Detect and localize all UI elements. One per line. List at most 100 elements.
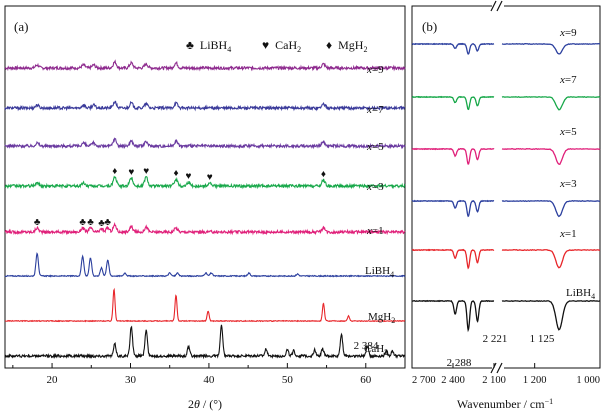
panel-b-label: (b): [422, 19, 437, 34]
series-label-subscript: 2: [384, 348, 388, 357]
x-title-part: 2: [188, 397, 194, 411]
x-tick-label: 30: [125, 374, 137, 386]
series-label-subscript: 2: [391, 316, 395, 325]
series-label-libh4: LiBH4: [566, 287, 595, 301]
series-label-x-3: x=3: [366, 181, 384, 193]
x-title-superscript: −1: [545, 397, 554, 406]
peak-marker: ♦: [321, 169, 326, 180]
series-label-x-1: x=1: [559, 228, 577, 240]
peak-marker: ♥: [143, 166, 149, 177]
peak-marker: ♣: [34, 217, 41, 228]
series-label-mgh2: MgH2: [368, 311, 395, 325]
peak-marker: ♣: [98, 218, 105, 229]
panel-a-peak-markers: ♣ ♣ ♣ ♣ ♣♦ ♦ ♦♥ ♥ ♥ ♥: [34, 166, 326, 229]
legend-symbol: ♥: [262, 38, 269, 52]
series-label-tail: =3: [565, 178, 577, 190]
series-label-tail: =9: [372, 64, 384, 76]
panel-b-curves: [411, 42, 601, 333]
panel-a-x-ticks: 20 30 40 50 60: [12, 363, 406, 386]
peak-marker: ♦: [112, 166, 117, 177]
series-label-main: x: [559, 178, 565, 190]
band-label-2384: 2 384: [354, 340, 379, 352]
series-label-tail: =5: [372, 141, 384, 153]
peak-marker: ♦: [173, 168, 178, 179]
x-tick-label: 2 700: [412, 375, 436, 386]
x-title-part: Wavenumber / cm: [457, 397, 545, 411]
series-label-main: x: [559, 126, 565, 138]
series-label-main: LiBH: [365, 265, 390, 277]
series-label-subscript: 4: [390, 270, 394, 279]
x-tick-label: 2 100: [482, 375, 506, 386]
ftir-curve-x-3-seg1: [411, 199, 495, 218]
x-title-part: / (°): [200, 397, 222, 411]
series-label-x-9: x=9: [366, 64, 384, 76]
legend-item-cah2: ♥ CaH2: [262, 38, 301, 54]
xrd-curve-mgh2: [4, 287, 406, 323]
x-tick-label: 50: [282, 374, 294, 386]
xrd-curve-x-9: [4, 59, 406, 72]
peak-marker: ♥: [207, 172, 213, 183]
x-title-part: θ: [194, 397, 200, 411]
series-label-x-1: x=1: [366, 225, 384, 237]
xrd-curve-x-5: [4, 137, 406, 150]
series-label-x-9: x=9: [559, 27, 577, 39]
xrd-curve-libh4: [4, 252, 406, 278]
series-label-x-5: x=5: [366, 141, 384, 153]
ftir-curve-x-1-seg1: [411, 248, 495, 270]
series-label-tail: =3: [372, 181, 384, 193]
legend-subscript: 4: [227, 45, 231, 54]
legend-symbol: ♦: [326, 38, 332, 52]
legend-item-mgh2: ♦ MgH2: [326, 38, 367, 54]
panel-b-x-axis-title: Wavenumber / cm−1: [457, 397, 553, 411]
series-label-main: LiBH: [566, 287, 591, 299]
x-tick-label: 1 000: [576, 375, 600, 386]
xrd-curve-cah2: [4, 324, 406, 360]
series-label-main: x: [366, 181, 372, 193]
legend-name: MgH: [338, 38, 364, 52]
series-label-subscript: 4: [591, 292, 595, 301]
series-label-tail: =9: [565, 27, 577, 39]
series-label-tail: =1: [372, 225, 384, 237]
peak-marker: ♣: [79, 217, 86, 228]
series-label-tail: =7: [565, 74, 577, 86]
series-label-main: x: [366, 225, 372, 237]
legend-name: LiBH: [200, 38, 228, 52]
band-label-2288: 2 288: [447, 357, 472, 369]
band-label-2221: 2 221: [483, 333, 508, 345]
xrd-curve-x-1: [4, 222, 406, 236]
legend-item-libh4: ♣ LiBH4: [186, 38, 231, 54]
ftir-curve-libh4-seg1: [411, 299, 495, 333]
legend-name: CaH: [275, 38, 297, 52]
ftir-curve-x-9-seg1: [411, 42, 495, 55]
series-label-tail: =7: [372, 104, 384, 116]
panel-b-frame: [411, 5, 601, 369]
axis-break-bottom: [490, 362, 504, 374]
ftir-curve-x-3-seg2: [501, 200, 601, 218]
ftir-curve-x-5-seg2: [501, 148, 601, 165]
x-tick-label: 20: [47, 374, 59, 386]
series-label-x-5: x=5: [559, 126, 577, 138]
peak-marker: ♣: [87, 217, 94, 228]
xrd-curve-x-7: [4, 100, 406, 112]
series-label-main: x: [559, 27, 565, 39]
x-tick-label: 2 400: [441, 375, 465, 386]
series-label-x-3: x=3: [559, 178, 577, 190]
panel-a-x-axis-title: 2θ / (°): [188, 397, 222, 411]
panel-b-band-annotations: 2 384 2 288 2 221 1 125: [354, 333, 555, 369]
series-label-libh4: LiBH4: [365, 265, 394, 279]
ftir-curve-x-7-seg2: [501, 95, 601, 111]
legend-symbol: ♣: [186, 38, 194, 52]
series-label-tail: =5: [565, 126, 577, 138]
peak-marker: ♥: [128, 167, 134, 178]
x-tick-label: 1 200: [523, 375, 547, 386]
ftir-curve-libh4-seg2: [501, 300, 601, 331]
series-label-main: x: [366, 64, 372, 76]
legend-subscript: 2: [363, 45, 367, 54]
ftir-curve-x-5-seg1: [411, 147, 495, 165]
axis-break-top: [490, 0, 504, 12]
peak-marker: ♥: [186, 171, 192, 182]
